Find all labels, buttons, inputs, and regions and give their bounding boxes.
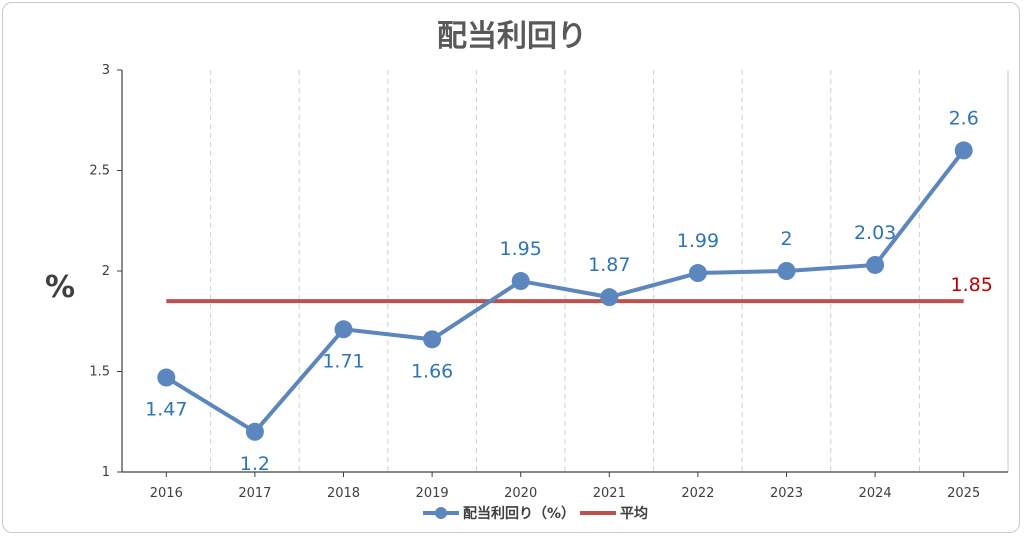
y-tick-label: 1 — [102, 465, 110, 480]
data-point — [511, 272, 530, 291]
x-tick-labels: 2016 2017 2018 2019 2020 2021 2022 2023 2024 2025 — [150, 472, 980, 501]
data-point — [334, 320, 353, 339]
data-point — [777, 262, 796, 280]
legend-marker-yield — [435, 507, 447, 519]
data-point — [600, 288, 619, 307]
y-axis-label: % — [45, 270, 75, 305]
data-point — [423, 330, 442, 349]
data-labels: 1.85 1.47 1.2 1.71 1.66 1.95 1.87 1.99 2 2.03 2.6 — [145, 107, 993, 474]
data-point — [954, 141, 973, 160]
x-tick-label: 2022 — [681, 486, 714, 501]
x-tick-label: 2020 — [504, 486, 537, 501]
dividend-yield-series — [157, 141, 973, 441]
chart-title: 配当利回り — [437, 19, 587, 54]
x-tick-label: 2016 — [150, 486, 183, 501]
data-label: 1.99 — [677, 230, 719, 252]
y-tick-label: 2.5 — [89, 164, 110, 179]
data-label: 2.6 — [949, 107, 979, 129]
y-tick-label: 2 — [102, 264, 110, 279]
data-label: 2 — [780, 228, 792, 250]
data-point — [866, 255, 885, 274]
data-label: 1.87 — [588, 254, 630, 276]
data-label: 1.71 — [322, 350, 364, 372]
data-label: 1.66 — [411, 360, 453, 382]
x-tick-label: 2021 — [593, 486, 626, 501]
legend-label-yield: 配当利回り（%） — [463, 505, 575, 522]
x-tick-label: 2025 — [947, 486, 980, 501]
series-line — [165, 149, 966, 434]
average-data-label: 1.85 — [951, 274, 993, 296]
data-label: 1.47 — [145, 399, 187, 421]
legend: 配当利回り（%） 平均 — [423, 505, 648, 522]
data-point — [245, 422, 264, 441]
x-tick-label: 2019 — [416, 486, 449, 501]
data-label: 1.2 — [240, 453, 270, 475]
x-tick-label: 2017 — [238, 486, 271, 501]
x-tick-label: 2023 — [770, 486, 803, 501]
y-tick-label: 1.5 — [89, 365, 110, 380]
data-point — [688, 264, 707, 283]
data-label: 2.03 — [854, 222, 896, 244]
data-label: 1.95 — [500, 238, 542, 260]
y-tick-label: 3 — [102, 63, 110, 78]
data-point — [157, 368, 176, 387]
x-tick-label: 2018 — [327, 486, 360, 501]
y-tick-labels: 1 1.5 2 2.5 3 — [89, 63, 122, 480]
legend-label-average: 平均 — [620, 505, 648, 522]
x-tick-label: 2024 — [859, 486, 892, 501]
